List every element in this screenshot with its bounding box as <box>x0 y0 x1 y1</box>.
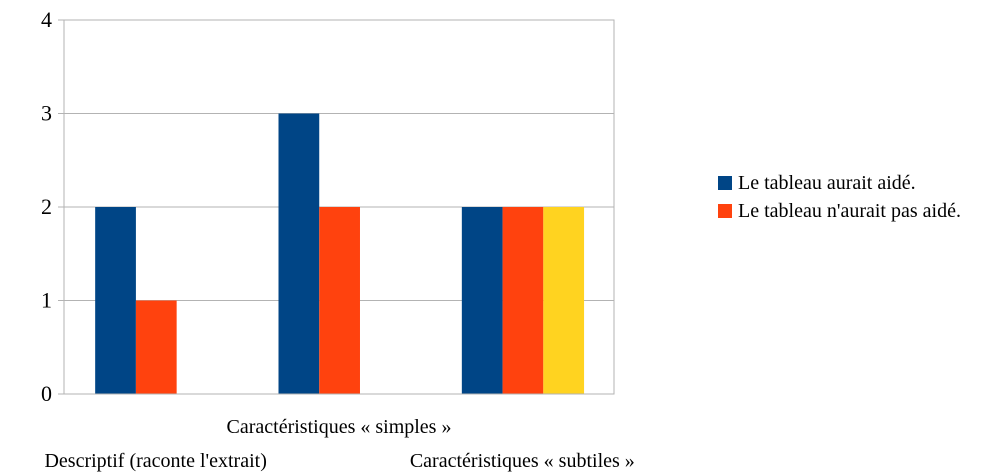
y-tick-label: 2 <box>41 194 52 219</box>
plot-frame <box>63 19 615 395</box>
bar-series-2-cat-1 <box>135 300 177 394</box>
x-tick-labels: Descriptif (raconte l'extrait) Caractéris… <box>44 416 634 472</box>
axes <box>63 19 615 395</box>
legend-item-series-2: Le tableau n'aurait pas aidé. <box>718 198 980 224</box>
x-tick-label: Caractéristiques « simples » <box>227 416 452 438</box>
legend: Le tableau aurait aidé. Le tableau n'aur… <box>718 170 980 226</box>
legend-label-series-2: Le tableau n'aurait pas aidé. <box>738 200 961 222</box>
legend-swatch-series-1 <box>718 176 732 190</box>
bar-series-3-cat-3 <box>543 207 585 394</box>
legend-label-series-1: Le tableau aurait aidé. <box>738 172 916 194</box>
bar-series-2-cat-3 <box>502 207 544 394</box>
bar-series-1-cat-2 <box>278 113 320 394</box>
y-tick-label: 1 <box>41 288 52 313</box>
legend-swatch-series-2 <box>718 204 732 218</box>
y-tick-labels: 0 1 2 3 4 <box>41 7 52 406</box>
y-tick-label: 4 <box>41 7 52 32</box>
y-tick-label: 0 <box>41 381 52 406</box>
y-tick-label: 3 <box>41 101 52 126</box>
bars <box>95 113 585 394</box>
legend-item-series-1: Le tableau aurait aidé. <box>718 170 980 196</box>
bar-series-1-cat-1 <box>95 207 136 394</box>
x-tick-label: Descriptif (raconte l'extrait) <box>44 450 266 472</box>
bar-series-2-cat-2 <box>319 207 360 394</box>
x-tick-label: Caractéristiques « subtiles » <box>410 450 635 472</box>
bar-series-1-cat-3 <box>461 207 503 394</box>
